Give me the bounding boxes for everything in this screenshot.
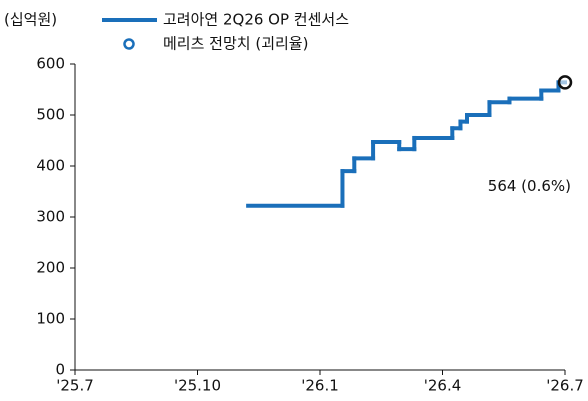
legend-label: 메리츠 전망치 (괴리율) (163, 35, 308, 53)
x-tick-label: '25.10 (174, 377, 221, 395)
x-tick-label: '26.7 (546, 377, 584, 395)
value-label: 564 (0.6%) (488, 177, 571, 195)
x-tick-label: '26.1 (301, 377, 339, 395)
y-tick-label: 500 (36, 106, 65, 124)
y-tick-label: 200 (36, 259, 65, 277)
unit-label: (십억원) (4, 11, 57, 29)
legend-marker (123, 38, 135, 50)
y-tick-label: 600 (36, 55, 65, 73)
y-tick-label: 0 (55, 361, 65, 379)
x-tick-label: '26.4 (424, 377, 462, 395)
y-tick-label: 400 (36, 157, 65, 175)
estimate-marker (557, 75, 573, 90)
x-tick-label: '25.7 (56, 377, 94, 395)
y-tick-label: 300 (36, 208, 65, 226)
y-tick-label: 100 (36, 310, 65, 328)
legend-label: 고려아연 2Q26 OP 컨센서스 (163, 11, 349, 29)
